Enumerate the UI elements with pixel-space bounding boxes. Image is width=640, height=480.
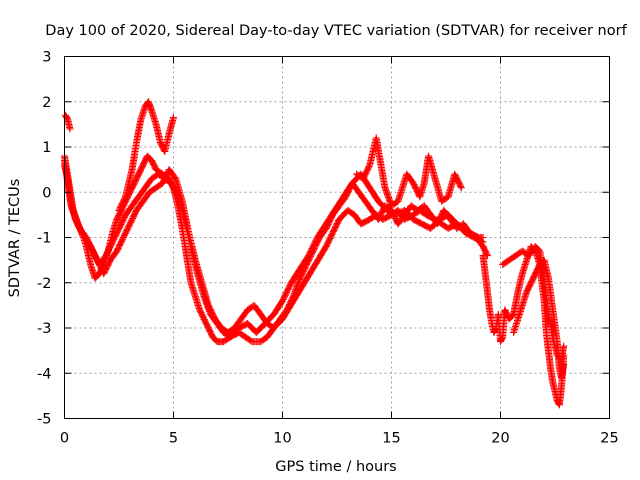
y-tick-label: -2	[37, 276, 51, 292]
y-tick-label: 3	[42, 50, 51, 66]
data-point	[66, 125, 74, 133]
series-trace-8	[499, 243, 568, 364]
axis-ticks: 0 5 10 15 20 25 -5 -4 -3 -2 -1 0 1 2 3	[37, 50, 619, 447]
data-series	[61, 98, 568, 409]
series-trace-4	[115, 98, 177, 214]
x-tick-label: 0	[60, 431, 69, 447]
y-tick-label: 2	[42, 95, 51, 111]
x-axis-label: GPS time / hours	[275, 459, 396, 475]
x-tick-label: 10	[273, 431, 291, 447]
x-tick-label: 20	[491, 431, 509, 447]
series-trace-2	[61, 152, 487, 341]
data-point	[365, 163, 373, 170]
data-point	[170, 114, 177, 122]
y-tick-label: 0	[42, 185, 51, 201]
data-point	[560, 360, 568, 368]
data-point	[457, 184, 465, 192]
grid-lines	[64, 56, 610, 419]
y-tick-label: -1	[37, 231, 51, 247]
series-trace-7	[479, 243, 568, 409]
x-tick-label: 15	[382, 431, 400, 447]
data-point	[483, 250, 491, 258]
y-tick-label: -5	[37, 412, 51, 428]
y-tick-label: -3	[37, 321, 51, 337]
y-tick-label: 1	[42, 140, 51, 156]
x-tick-label: 5	[169, 431, 178, 447]
data-point	[560, 342, 568, 350]
series-trace-9	[510, 256, 568, 382]
data-point	[457, 182, 465, 190]
series-trace-6	[353, 134, 465, 210]
x-tick-label: 25	[600, 431, 618, 447]
series-trace-5	[62, 111, 74, 133]
chart-title: Day 100 of 2020, Sidereal Day-to-day VTE…	[45, 23, 627, 39]
y-axis-label: SDTVAR / TECUs	[7, 179, 23, 298]
y-tick-label: -4	[37, 366, 51, 382]
series-trace-3	[61, 157, 491, 336]
